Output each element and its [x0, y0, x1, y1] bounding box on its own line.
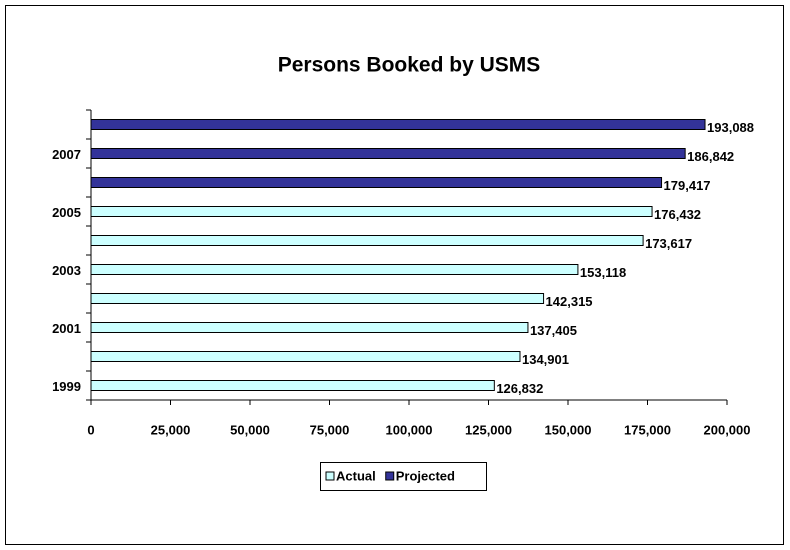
data-label: 193,088	[707, 120, 754, 135]
y-tick-label: 2005	[52, 205, 81, 220]
chart-title: Persons Booked by USMS	[278, 54, 541, 77]
bar	[90, 206, 653, 217]
data-label: 126,832	[496, 381, 543, 396]
data-label: 134,901	[522, 352, 569, 367]
bar	[90, 293, 545, 304]
x-tick-label: 175,000	[624, 422, 671, 437]
x-tick-label: 25,000	[151, 422, 191, 437]
x-tick-label: 100,000	[386, 422, 433, 437]
bar	[90, 119, 706, 130]
x-tick-label: 0	[87, 422, 94, 437]
legend-label: Projected	[396, 468, 455, 483]
bar	[90, 148, 686, 159]
data-label: 179,417	[664, 178, 711, 193]
bar	[90, 351, 521, 362]
x-tick-label: 150,000	[545, 422, 592, 437]
bar	[90, 264, 579, 275]
legend-label: Actual	[336, 468, 376, 483]
bar	[90, 177, 663, 188]
legend-box	[320, 462, 487, 491]
y-tick-label: 2001	[52, 321, 81, 336]
x-tick-label: 125,000	[465, 422, 512, 437]
x-tick-label: 75,000	[310, 422, 350, 437]
data-label: 137,405	[530, 323, 577, 338]
data-label: 176,432	[654, 207, 701, 222]
x-tick-label: 200,000	[704, 422, 751, 437]
x-tick-label: 50,000	[230, 422, 270, 437]
data-label: 153,118	[580, 265, 626, 280]
data-label: 173,617	[645, 236, 692, 251]
data-label: 186,842	[687, 149, 734, 164]
y-tick-label: 2003	[52, 263, 81, 278]
data-label: 142,315	[546, 294, 593, 309]
bar	[90, 235, 644, 246]
legend-swatch	[325, 471, 335, 481]
bar	[90, 380, 495, 391]
y-tick-label: 1999	[52, 379, 81, 394]
bar	[90, 322, 529, 333]
legend-swatch	[385, 471, 395, 481]
y-tick-label: 2007	[52, 147, 81, 162]
